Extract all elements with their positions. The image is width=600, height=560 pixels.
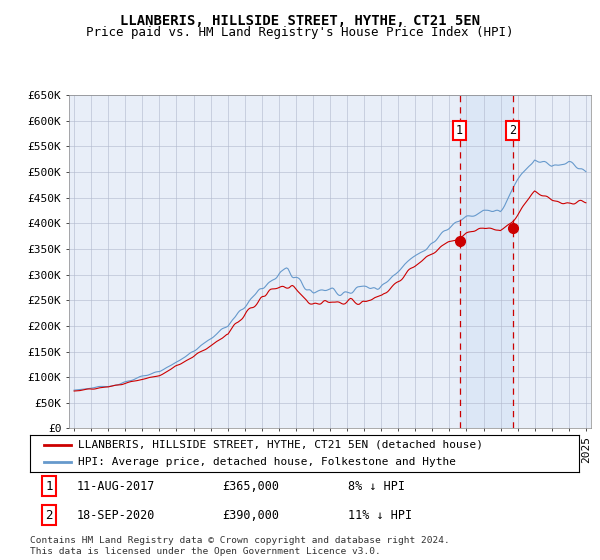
Text: LLANBERIS, HILLSIDE STREET, HYTHE, CT21 5EN (detached house): LLANBERIS, HILLSIDE STREET, HYTHE, CT21 …	[79, 440, 484, 450]
Text: 2: 2	[46, 509, 53, 522]
Text: 1: 1	[456, 124, 463, 137]
Bar	[460, 95, 513, 428]
Text: 18-SEP-2020: 18-SEP-2020	[77, 509, 155, 522]
Text: 11% ↓ HPI: 11% ↓ HPI	[349, 509, 413, 522]
Text: HPI: Average price, detached house, Folkestone and Hythe: HPI: Average price, detached house, Folk…	[79, 457, 457, 466]
Text: 8% ↓ HPI: 8% ↓ HPI	[349, 480, 406, 493]
Text: £390,000: £390,000	[222, 509, 279, 522]
Text: LLANBERIS, HILLSIDE STREET, HYTHE, CT21 5EN: LLANBERIS, HILLSIDE STREET, HYTHE, CT21 …	[120, 14, 480, 28]
Text: Price paid vs. HM Land Registry's House Price Index (HPI): Price paid vs. HM Land Registry's House …	[86, 26, 514, 39]
Text: Contains HM Land Registry data © Crown copyright and database right 2024.
This d: Contains HM Land Registry data © Crown c…	[30, 536, 450, 556]
Text: £365,000: £365,000	[222, 480, 279, 493]
Text: 2: 2	[509, 124, 517, 137]
Text: 11-AUG-2017: 11-AUG-2017	[77, 480, 155, 493]
Text: 1: 1	[46, 480, 53, 493]
